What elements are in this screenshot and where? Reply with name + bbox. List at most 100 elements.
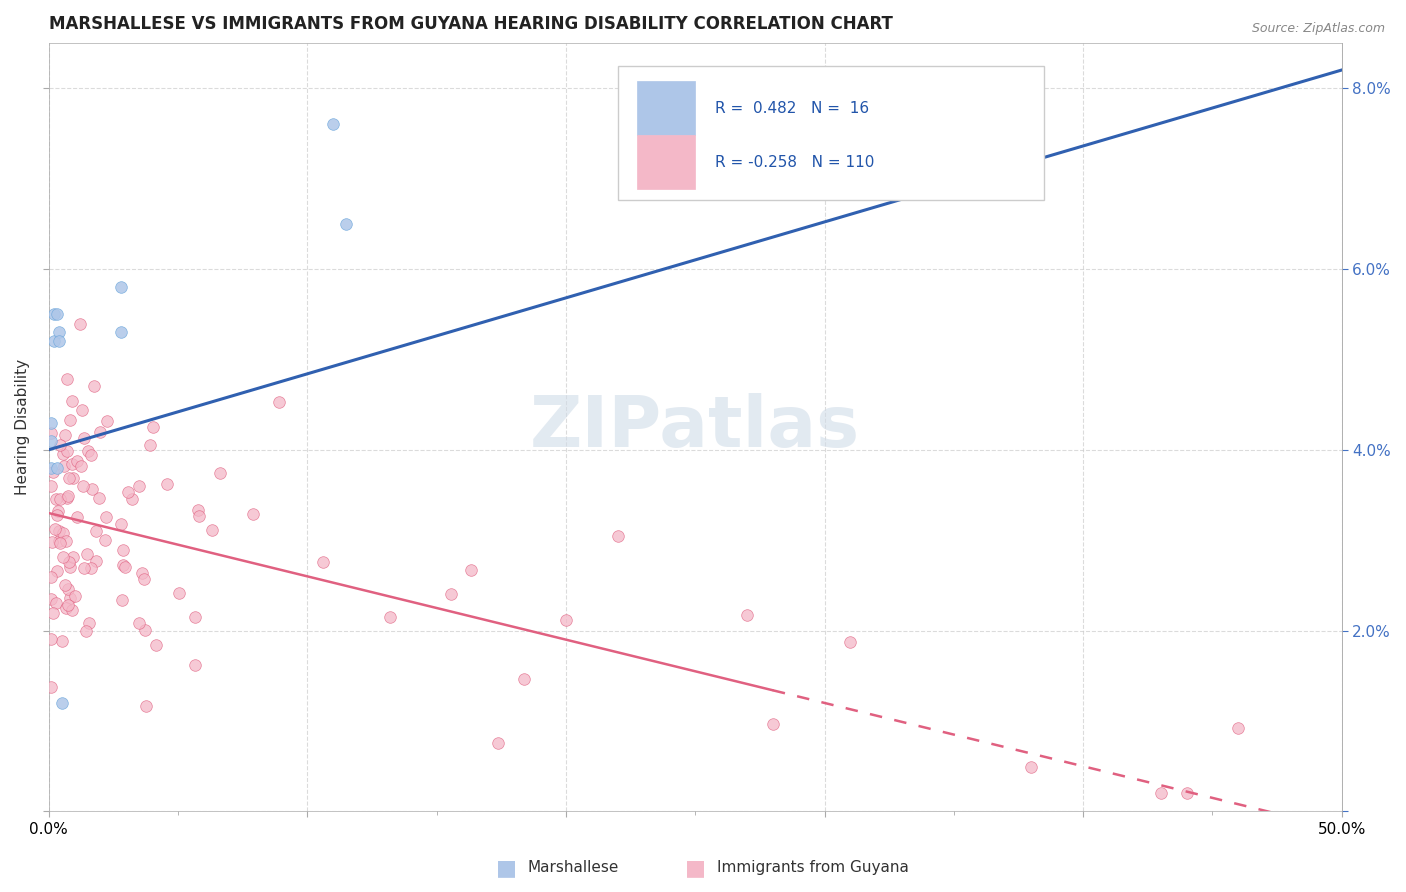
Text: Marshallese: Marshallese [527,861,619,875]
Point [70,458,93,473]
Point [59,413,82,427]
Point [312,554,335,568]
Point [486,736,509,750]
Point [60,393,83,408]
Point [42,466,65,480]
Point [51,696,73,710]
Point [96,414,118,428]
Point [56,489,79,503]
Point [110,280,132,294]
Point [59,591,82,606]
Point [60,603,83,617]
Point [156,477,179,491]
Point [184,657,207,672]
Point [48,334,70,349]
Point [56,598,79,612]
Point [45,461,67,475]
Point [134,624,156,638]
Point [1175,786,1198,800]
Point [41,434,63,448]
Point [42,606,65,620]
Point [460,563,482,577]
Point [45,491,67,506]
Point [45,307,67,321]
Point [84,554,107,568]
Y-axis label: Hearing Disability: Hearing Disability [15,359,30,495]
Point [56,443,79,458]
Text: Immigrants from Guyana: Immigrants from Guyana [717,861,908,875]
Point [242,508,264,522]
Text: ■: ■ [686,858,706,878]
Point [48,524,70,538]
Point [46,508,69,522]
Point [48,533,70,548]
Point [1021,145,1043,159]
Point [52,459,75,474]
Point [378,609,401,624]
Point [111,593,134,607]
Point [55,533,77,548]
Point [41,632,63,646]
Point [606,529,628,543]
Point [110,325,132,339]
Point [60,457,83,471]
Text: ■: ■ [496,858,516,878]
Text: MARSHALLESE VS IMMIGRANTS FROM GUYANA HEARING DISABILITY CORRELATION CHART: MARSHALLESE VS IMMIGRANTS FROM GUYANA HE… [49,15,893,33]
Point [55,428,77,442]
Point [83,379,105,393]
Point [209,466,232,480]
Point [145,638,167,652]
Point [49,491,72,506]
Point [134,572,156,586]
Point [184,610,207,624]
Text: R =  0.482   N =  16: R = 0.482 N = 16 [714,101,869,116]
Point [89,425,111,440]
Point [77,616,100,631]
Point [42,307,65,321]
Point [555,613,578,627]
Bar [637,81,695,135]
Point [59,559,82,574]
Point [112,543,135,558]
Point [41,426,63,441]
Point [53,578,76,592]
Point [58,470,80,484]
Point [440,587,463,601]
Point [41,570,63,584]
Point [52,447,75,461]
Bar [637,135,695,189]
Point [56,491,79,505]
Point [1227,722,1250,736]
Point [121,491,143,506]
Point [89,491,111,505]
Point [49,536,72,550]
Point [51,634,73,648]
Point [48,504,70,518]
Point [117,485,139,500]
Point [142,419,165,434]
Point [73,560,96,574]
Text: R = -0.258   N = 110: R = -0.258 N = 110 [714,154,875,169]
Point [76,547,98,561]
Point [58,582,80,596]
Point [45,596,67,610]
Point [112,558,135,572]
Point [41,591,63,606]
Text: ZIPatlas: ZIPatlas [530,392,860,462]
Point [114,560,136,574]
Point [55,372,77,386]
Point [55,600,77,615]
Point [139,438,162,452]
FancyBboxPatch shape [617,66,1045,201]
Point [80,448,103,462]
Point [45,564,67,578]
Point [77,443,100,458]
Point [84,524,107,539]
Point [762,717,785,731]
Point [48,325,70,339]
Point [839,635,862,649]
Point [1021,760,1043,774]
Point [41,416,63,430]
Point [41,461,63,475]
Point [513,672,536,686]
